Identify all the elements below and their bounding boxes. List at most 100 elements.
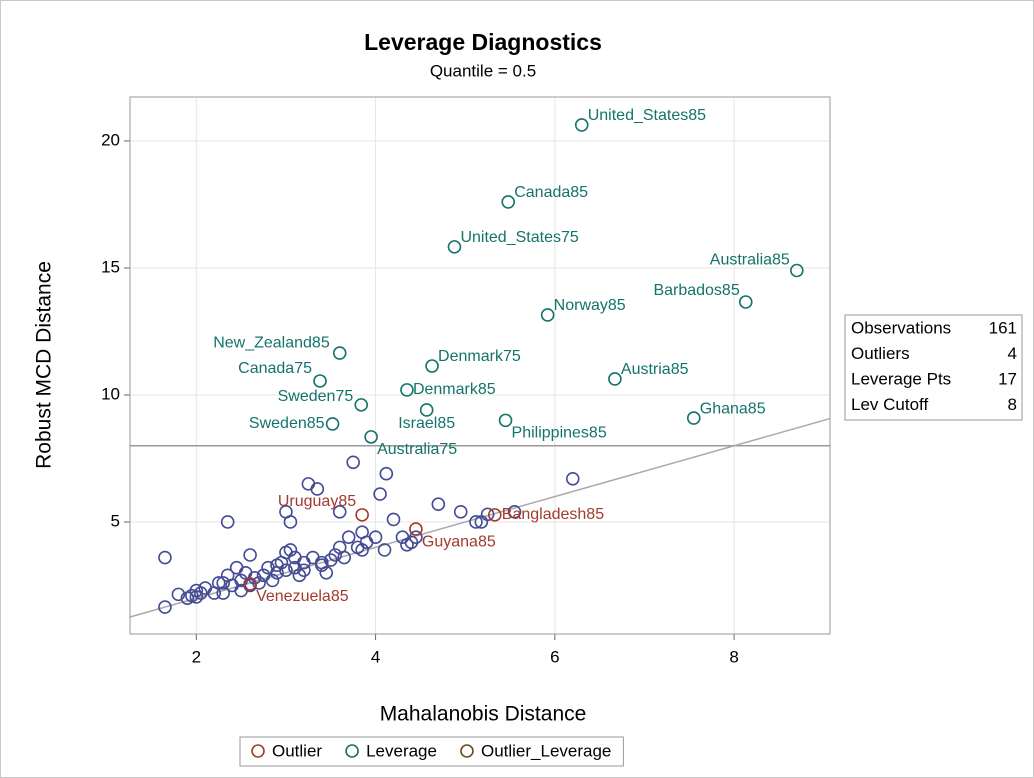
legend-label: Outlier: [272, 741, 322, 760]
legend-label: Outlier_Leverage: [481, 741, 611, 760]
point-label: Venezuela85: [256, 588, 349, 605]
data-point: [409, 530, 423, 545]
x-tick-label: 4: [371, 647, 380, 666]
data-point: [310, 482, 325, 496]
point-label: New_Zealand85: [213, 334, 330, 351]
data-point: [379, 466, 394, 481]
inset-label: Observations: [851, 318, 951, 337]
point-label: Israel85: [398, 415, 455, 432]
inset-box: [844, 314, 1023, 421]
data-point: [265, 573, 280, 588]
point-label: Austria85: [621, 361, 689, 378]
x-tick-label: 6: [550, 647, 559, 666]
y-tick-label: 20: [101, 130, 120, 149]
data-point: [354, 398, 369, 412]
plot-frame: [129, 96, 831, 635]
x-tick-label: 2: [192, 647, 201, 666]
legend: Outlier Leverage Outlier_Leverage: [239, 736, 624, 767]
data-point: [425, 359, 439, 373]
data-point: [419, 403, 434, 417]
point-label: Uruguay85: [278, 493, 356, 510]
x-tick-label: 8: [729, 647, 738, 666]
inset: Observations 161 Outliers 4 Leverage Pts 17 Le…: [844, 314, 1023, 421]
point-label: Australia75: [377, 441, 457, 458]
data-point: [507, 505, 522, 519]
inset-label: Lev Cutoff: [851, 395, 928, 414]
data-point: [341, 530, 356, 545]
point-label: Norway85: [554, 297, 626, 314]
legend-marker: [251, 744, 265, 758]
data-point: [346, 455, 360, 470]
inset-value: 161: [989, 318, 1017, 337]
data-point: [158, 600, 172, 614]
y-tick-label: 10: [101, 384, 120, 403]
point-label: Guyana85: [422, 533, 496, 550]
data-point: [279, 545, 293, 560]
inset-label: Leverage Pts: [851, 369, 951, 388]
data-point: [337, 550, 352, 565]
data-point: [283, 515, 298, 529]
data-point: [498, 413, 513, 428]
data-point: [315, 555, 329, 570]
inset-value: 8: [1008, 395, 1017, 414]
point-label: Sweden85: [249, 415, 325, 432]
data-point: [487, 508, 502, 522]
data-point: [270, 558, 284, 572]
y-axis-label: Robust MCD Distance: [33, 261, 56, 469]
data-point: [243, 577, 257, 591]
point-label: United_States75: [460, 229, 578, 246]
data-point: [368, 530, 383, 545]
inset-value: 4: [1008, 344, 1017, 363]
data-point: [453, 505, 468, 519]
data-point: [216, 576, 231, 590]
point-label: Australia85: [710, 252, 790, 269]
legend-label: Leverage: [366, 741, 437, 760]
data-point: [447, 240, 462, 254]
point-label: Barbados85: [653, 282, 739, 299]
data-point: [328, 548, 343, 562]
data-point: [377, 543, 392, 557]
legend-marker: [345, 744, 359, 758]
inset-label: Outliers: [851, 344, 910, 363]
data-point: [158, 550, 172, 565]
point-label: Canada85: [514, 184, 588, 201]
chart-title: Leverage Diagnostics: [364, 29, 602, 55]
data-point: [252, 576, 266, 590]
data-point: [386, 512, 401, 527]
y-tick-label: 5: [111, 511, 120, 530]
data-point: [189, 590, 204, 604]
data-point: [431, 497, 446, 511]
data-point: [171, 587, 186, 602]
point-label: United_States85: [588, 107, 706, 124]
data-point: [355, 508, 369, 522]
point-label: Denmark85: [413, 381, 496, 398]
data-point: [355, 543, 369, 557]
data-point: [332, 505, 347, 519]
point-label: Ghana85: [700, 400, 766, 417]
data-point: [364, 430, 378, 444]
data-point: [400, 383, 414, 397]
data-point: [738, 295, 753, 309]
data-point: [332, 346, 347, 360]
data-point: [790, 263, 804, 278]
y-tick-label: 15: [101, 257, 120, 276]
point-label: Denmark75: [438, 348, 521, 365]
data-point: [313, 374, 327, 388]
x-axis-label: Mahalanobis Distance: [380, 703, 587, 726]
data-point: [234, 583, 248, 598]
data-point: [540, 308, 555, 322]
legend-marker: [460, 744, 474, 758]
point-label: Philippines85: [512, 425, 607, 442]
data-point: [608, 372, 622, 386]
data-point: [565, 471, 580, 486]
data-point: [325, 417, 340, 431]
data-point: [686, 411, 701, 425]
data-point: [574, 118, 589, 132]
data-point: [469, 515, 483, 529]
point-label: Canada75: [238, 360, 312, 377]
data-point: [243, 548, 257, 562]
point-label: Sweden75: [278, 388, 354, 405]
data-point: [501, 195, 516, 209]
point-label: Bangladesh85: [502, 506, 604, 523]
